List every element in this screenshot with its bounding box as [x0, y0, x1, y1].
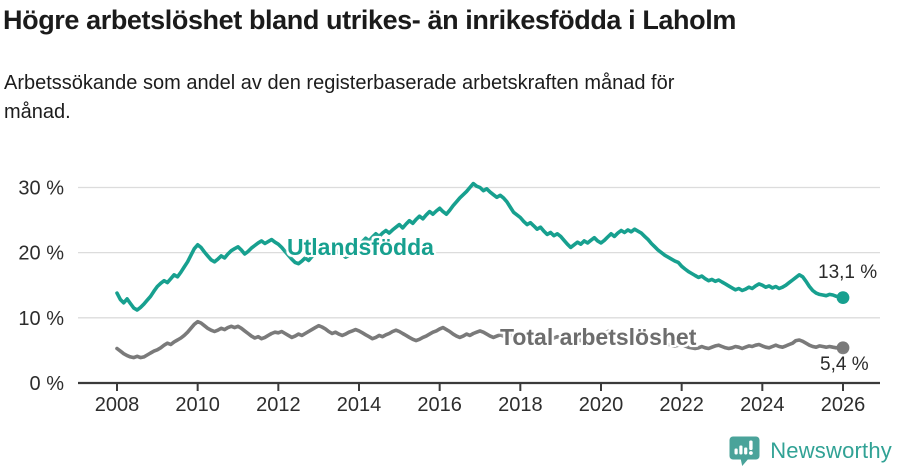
x-axis-tick-label: 2010	[175, 394, 220, 416]
data-series-lines	[115, 181, 845, 360]
subtitle-line-1: Arbetssökande som andel av den registerb…	[4, 72, 675, 94]
page-title: Högre arbetslöshet bland utrikes- än inr…	[3, 5, 736, 35]
x-axis-tick-label: 2012	[256, 394, 301, 416]
x-axis-tick-label: 2024	[740, 394, 785, 416]
x-axis-tick-label: 2020	[579, 394, 624, 416]
gridlines	[78, 186, 880, 319]
newsworthy-logo[interactable]: Newsworthy	[728, 433, 892, 469]
y-axis-tick-label: 10 %	[18, 308, 64, 330]
y-axis-tick-label: 0 %	[30, 373, 65, 395]
x-axis-tick-label: 2022	[659, 394, 704, 416]
series-line-total-arbetsl-shet	[115, 319, 845, 360]
x-axis-tick-label: 2014	[337, 394, 382, 416]
series-line-utlandsf-dda	[115, 181, 845, 312]
y-axis-tick-label: 20 %	[18, 243, 64, 265]
x-axis	[78, 381, 880, 391]
subtitle-line-2: månad.	[4, 101, 71, 123]
x-axis-tick-label: 2026	[821, 394, 866, 416]
series-end-dot	[836, 291, 850, 305]
x-axis-tick-label: 2008	[95, 394, 140, 416]
newsworthy-brand-text: Newsworthy	[770, 438, 892, 463]
series-end-dot	[836, 341, 850, 355]
end-value-label-total: 5,4 %	[820, 354, 869, 375]
series-label-utlandsfodda: Utlandsfödda	[287, 234, 434, 260]
end-value-label-utlandsfodda: 13,1 %	[818, 262, 878, 283]
series-label-total-arbetsloshet: Total arbetslöshet	[500, 324, 697, 350]
newsworthy-pin-barchart-icon	[729, 436, 760, 466]
x-axis-tick-label: 2016	[417, 394, 462, 416]
axis-tick-labels: 0 % 10 % 20 % 30 % 2008 2010 2012 2014 2016 2018 2…	[18, 177, 865, 416]
series-end-dots	[836, 291, 850, 355]
y-axis-tick-label: 30 %	[18, 177, 64, 199]
x-axis-tick-label: 2018	[498, 394, 543, 416]
chart-subtitle: Arbetssökande som andel av den registerb…	[4, 69, 864, 127]
